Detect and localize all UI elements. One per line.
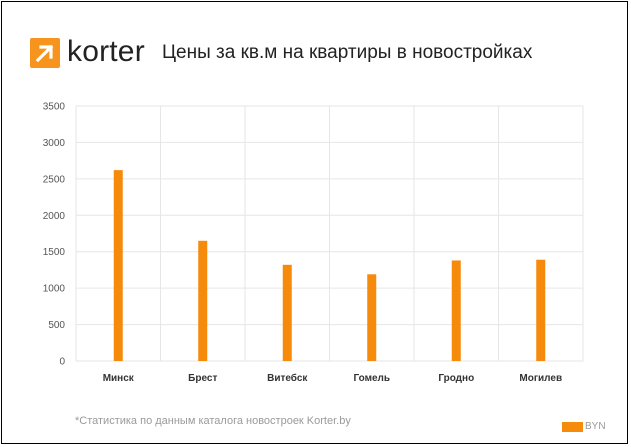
x-tick-label: Гомель: [353, 373, 390, 384]
y-tick-label: 2000: [43, 211, 66, 222]
x-tick-label: Минск: [103, 373, 135, 384]
x-tick-label: Витебск: [267, 372, 308, 384]
chart-title: Цены за кв.м на квартиры в новостройках: [162, 42, 533, 63]
chart-footnote: *Статистика по данным каталога новострое…: [75, 415, 351, 427]
bar-6: [536, 259, 546, 361]
bar-5: [451, 260, 461, 361]
y-tick-label: 1500: [43, 247, 66, 258]
chart-legend: BYN: [562, 421, 606, 433]
y-tick-label: 500: [48, 320, 65, 331]
legend-swatch: [562, 422, 583, 432]
y-tick-label: 0: [59, 357, 65, 368]
legend-label: BYN: [585, 421, 606, 432]
brand-name: korter: [67, 35, 145, 68]
bar-1: [113, 170, 123, 361]
y-tick-label: 2500: [43, 174, 66, 185]
bar-4: [367, 274, 377, 361]
x-tick-label: Брест: [188, 373, 217, 384]
bar-2: [198, 240, 208, 361]
x-tick-label: Могилев: [519, 373, 562, 384]
y-tick-label: 3500: [43, 102, 66, 113]
y-tick-label: 3000: [43, 138, 66, 149]
brand-logo-badge: [30, 38, 60, 68]
arrow-up-right-icon: [30, 38, 60, 68]
bar-3: [282, 264, 292, 361]
x-tick-label: Гродно: [438, 373, 474, 384]
y-tick-label: 1000: [43, 284, 66, 295]
